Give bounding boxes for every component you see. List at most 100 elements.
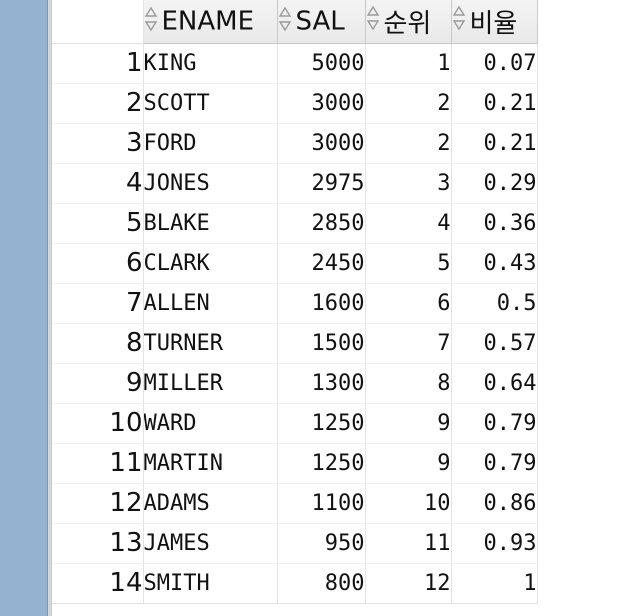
- sort-arrows-icon[interactable]: [278, 6, 292, 32]
- table-row[interactable]: 6 CLARK 2450 5 0.43: [52, 243, 538, 284]
- row-number: 2: [52, 83, 144, 124]
- cell-ename[interactable]: BLAKE: [143, 203, 278, 244]
- row-number: 10: [52, 403, 144, 444]
- cell-ename[interactable]: ADAMS: [143, 483, 278, 524]
- header-row: ENAME SAL 순위: [52, 0, 538, 44]
- cell-ename[interactable]: CLARK: [143, 243, 278, 284]
- cell-sal[interactable]: 800: [277, 563, 366, 604]
- cell-ratio[interactable]: 0.5: [451, 283, 538, 324]
- cell-sal[interactable]: 950: [277, 523, 366, 564]
- row-number: 8: [52, 323, 144, 364]
- cell-ename[interactable]: ALLEN: [143, 283, 278, 324]
- cell-ename[interactable]: JONES: [143, 163, 278, 204]
- row-number: 7: [52, 283, 144, 324]
- table-row[interactable]: 12 ADAMS 1100 10 0.86: [52, 483, 538, 524]
- table-row[interactable]: 9 MILLER 1300 8 0.64: [52, 363, 538, 404]
- cell-ratio[interactable]: 1: [451, 563, 538, 604]
- cell-rank[interactable]: 9: [365, 443, 452, 484]
- cell-ename[interactable]: SCOTT: [143, 83, 278, 124]
- cell-rank[interactable]: 7: [365, 323, 452, 364]
- sort-arrows-icon[interactable]: [144, 6, 158, 32]
- cell-sal[interactable]: 3000: [277, 83, 366, 124]
- cell-ename[interactable]: KING: [143, 43, 278, 84]
- cell-ename[interactable]: MILLER: [143, 363, 278, 404]
- cell-ename[interactable]: SMITH: [143, 563, 278, 604]
- row-number: 12: [52, 483, 144, 524]
- row-number: 11: [52, 443, 144, 484]
- cell-rank[interactable]: 11: [365, 523, 452, 564]
- cell-ratio[interactable]: 0.79: [451, 403, 538, 444]
- table-row[interactable]: 1 KING 5000 1 0.07: [52, 43, 538, 84]
- cell-rank[interactable]: 12: [365, 563, 452, 604]
- cell-ratio[interactable]: 0.21: [451, 83, 538, 124]
- cell-ratio[interactable]: 0.43: [451, 243, 538, 284]
- cell-sal[interactable]: 1300: [277, 363, 366, 404]
- column-header-ratio[interactable]: 비율: [451, 0, 538, 44]
- cell-ratio[interactable]: 0.21: [451, 123, 538, 164]
- cell-rank[interactable]: 1: [365, 43, 452, 84]
- row-number: 1: [52, 43, 144, 84]
- row-number: 14: [52, 563, 144, 604]
- cell-rank[interactable]: 6: [365, 283, 452, 324]
- row-number: 4: [52, 163, 144, 204]
- cell-rank[interactable]: 8: [365, 363, 452, 404]
- column-label: 순위: [383, 8, 432, 39]
- cell-ratio[interactable]: 0.57: [451, 323, 538, 364]
- table-row[interactable]: 8 TURNER 1500 7 0.57: [52, 323, 538, 364]
- cell-sal[interactable]: 2450: [277, 243, 366, 284]
- cell-ratio[interactable]: 0.64: [451, 363, 538, 404]
- row-number: 13: [52, 523, 144, 564]
- cell-ratio[interactable]: 0.07: [451, 43, 538, 84]
- cell-sal[interactable]: 2975: [277, 163, 366, 204]
- cell-rank[interactable]: 9: [365, 403, 452, 444]
- table-row[interactable]: 13 JAMES 950 11 0.93: [52, 523, 538, 564]
- cell-rank[interactable]: 10: [365, 483, 452, 524]
- cell-rank[interactable]: 2: [365, 83, 452, 124]
- cell-sal[interactable]: 5000: [277, 43, 366, 84]
- cell-sal[interactable]: 1600: [277, 283, 366, 324]
- table-row[interactable]: 7 ALLEN 1600 6 0.5: [52, 283, 538, 324]
- table-row[interactable]: 14 SMITH 800 12 1: [52, 563, 538, 604]
- cell-sal[interactable]: 1500: [277, 323, 366, 364]
- cell-ratio[interactable]: 0.79: [451, 443, 538, 484]
- cell-rank[interactable]: 4: [365, 203, 452, 244]
- cell-ename[interactable]: JAMES: [143, 523, 278, 564]
- cell-ratio[interactable]: 0.29: [451, 163, 538, 204]
- panel-splitter[interactable]: [48, 0, 52, 616]
- cell-sal[interactable]: 1250: [277, 443, 366, 484]
- cell-sal[interactable]: 2850: [277, 203, 366, 244]
- table-row[interactable]: 4 JONES 2975 3 0.29: [52, 163, 538, 204]
- cell-ename[interactable]: FORD: [143, 123, 278, 164]
- table-row[interactable]: 11 MARTIN 1250 9 0.79: [52, 443, 538, 484]
- table-row[interactable]: 10 WARD 1250 9 0.79: [52, 403, 538, 444]
- row-number: 9: [52, 363, 144, 404]
- cell-rank[interactable]: 3: [365, 163, 452, 204]
- cell-ename[interactable]: MARTIN: [143, 443, 278, 484]
- column-label: 비율: [469, 8, 518, 39]
- sort-arrows-icon[interactable]: [452, 5, 466, 31]
- cell-ename[interactable]: TURNER: [143, 323, 278, 364]
- column-header-sal[interactable]: SAL: [277, 0, 366, 44]
- sort-arrows-icon[interactable]: [366, 5, 380, 31]
- cell-sal[interactable]: 1250: [277, 403, 366, 444]
- cell-ename[interactable]: WARD: [143, 403, 278, 444]
- cell-ratio[interactable]: 0.93: [451, 523, 538, 564]
- cell-sal[interactable]: 3000: [277, 123, 366, 164]
- result-table: ENAME SAL 순위: [52, 0, 538, 604]
- row-number-header: [52, 0, 144, 44]
- result-grid: ENAME SAL 순위: [52, 0, 634, 616]
- column-label: SAL: [295, 6, 345, 37]
- table-row[interactable]: 3 FORD 3000 2 0.21: [52, 123, 538, 164]
- table-row[interactable]: 2 SCOTT 3000 2 0.21: [52, 83, 538, 124]
- row-number: 3: [52, 123, 144, 164]
- cell-ratio[interactable]: 0.86: [451, 483, 538, 524]
- cell-rank[interactable]: 2: [365, 123, 452, 164]
- column-header-ename[interactable]: ENAME: [143, 0, 278, 44]
- column-header-rank[interactable]: 순위: [365, 0, 452, 44]
- cell-ratio[interactable]: 0.36: [451, 203, 538, 244]
- table-row[interactable]: 5 BLAKE 2850 4 0.36: [52, 203, 538, 244]
- row-number: 6: [52, 243, 144, 284]
- cell-sal[interactable]: 1100: [277, 483, 366, 524]
- cell-rank[interactable]: 5: [365, 243, 452, 284]
